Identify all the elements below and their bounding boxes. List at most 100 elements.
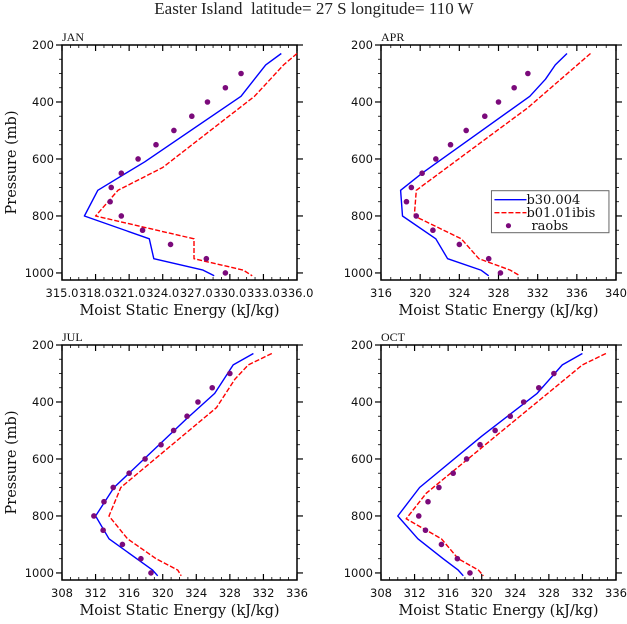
y-tick-label: 1000 (25, 566, 54, 580)
panel-oct: OCT 308 312 316 320 324 328 332 336 200 400 600 800 1… (344, 330, 627, 619)
x-axis-label: Moist Static Energy (kJ/kg) (398, 603, 598, 619)
raobs-point (184, 413, 190, 420)
raobs-point (433, 156, 439, 162)
x-tick-label: 340 (605, 286, 627, 300)
y-tick-label: 800 (32, 509, 54, 523)
panel-title: OCT (381, 330, 406, 344)
raobs-point (108, 184, 115, 191)
y-axis-label: Pressure (mb) (4, 411, 20, 515)
raobs-point (107, 198, 113, 205)
raobs-point (403, 198, 410, 205)
raobs-point (492, 427, 498, 434)
raobs-point (456, 241, 463, 248)
raobs-point (167, 241, 174, 248)
x-tick-label: 316 (118, 586, 140, 600)
raobs-point (158, 441, 164, 448)
raobs-point (495, 99, 502, 105)
raobs-point (481, 113, 488, 120)
y-tick-label: 200 (351, 338, 373, 352)
raobs-point (447, 141, 454, 148)
x-axis-label: Moist Static Energy (kJ/kg) (398, 303, 598, 319)
plot-frame (380, 44, 617, 281)
raobs-point (485, 255, 492, 262)
x-tick-label: 333.0 (247, 286, 280, 300)
series-b01-01ibis-line (405, 352, 607, 577)
x-tick-label: 308 (51, 586, 73, 600)
raobs-point (222, 270, 229, 276)
raobs-point (139, 227, 146, 234)
x-tick-label: 321.0 (113, 286, 146, 300)
x-tick-label: 324 (448, 286, 470, 300)
panel-title: APR (381, 30, 404, 44)
plot-frame (61, 344, 298, 581)
y-tick-label: 400 (351, 95, 373, 109)
raobs-point (91, 513, 97, 519)
x-tick-label: 330.0 (213, 286, 246, 300)
series-b30-004-line (94, 352, 254, 577)
y-tick-label: 200 (32, 338, 54, 352)
raobs-point (153, 141, 159, 148)
y-tick-label: 600 (351, 452, 373, 466)
panel-title: JAN (62, 30, 84, 44)
x-tick-label: 336 (286, 586, 308, 600)
raobs-point (135, 156, 141, 162)
legend-marker-raobs (505, 223, 512, 229)
x-axis-label: Moist Static Energy (kJ/kg) (79, 303, 279, 319)
y-tick-label: 200 (32, 38, 54, 52)
raobs-point (119, 541, 126, 548)
x-axis-label: Moist Static Energy (kJ/kg) (79, 603, 279, 619)
panel-title: JUL (62, 330, 83, 344)
x-tick-label: 324.0 (146, 286, 179, 300)
raobs-point (203, 255, 210, 262)
raobs-point (463, 127, 469, 134)
raobs-point (467, 570, 473, 576)
legend-label: b30.004 (526, 193, 580, 208)
raobs-point (454, 555, 461, 562)
raobs-point (101, 498, 107, 505)
raobs-point (422, 527, 429, 534)
y-tick-label: 800 (351, 509, 373, 523)
raobs-point (413, 213, 420, 219)
x-tick-label: 328 (488, 286, 510, 300)
raobs-point (450, 470, 456, 477)
panel-jan: JAN 315.0 318.0 321.0 324.0 327.0 330.0 333.0 33… (4, 30, 313, 319)
x-tick-label: 316 (437, 586, 459, 600)
x-tick-label: 324 (185, 586, 207, 600)
x-tick-label: 328 (538, 586, 560, 600)
raobs-point (520, 399, 527, 405)
figure-title: Easter Island latitude= 27 S longitude= … (154, 0, 474, 18)
y-tick-label: 400 (32, 95, 54, 109)
raobs-point (110, 484, 116, 491)
raobs-point (507, 413, 514, 420)
legend-label: raobs (531, 219, 568, 234)
raobs-point (425, 498, 431, 505)
y-tick-label: 400 (32, 395, 54, 409)
raobs-point (463, 456, 470, 462)
x-tick-label: 318.0 (79, 286, 112, 300)
panel-jul: JUL 308 312 316 320 324 328 332 336 200 400 600 800 1… (4, 330, 308, 619)
raobs-point (138, 555, 144, 562)
raobs-point (408, 184, 415, 191)
raobs-point (142, 456, 148, 462)
x-tick-label: 332 (252, 586, 274, 600)
x-tick-label: 324 (504, 586, 526, 600)
series-b30-004-line (399, 52, 568, 277)
x-tick-label: 316 (370, 286, 392, 300)
legend-label: b01.01ibis (526, 206, 595, 221)
raobs-point (100, 527, 106, 534)
raobs-point (170, 427, 177, 434)
y-tick-label: 200 (351, 38, 373, 52)
raobs-point (436, 484, 442, 491)
x-tick-label: 320 (471, 586, 493, 600)
raobs-point (148, 570, 154, 576)
raobs-point (419, 170, 425, 177)
plot-frame (380, 344, 617, 581)
raobs-point (430, 227, 436, 234)
y-tick-label: 1000 (25, 266, 54, 280)
x-tick-label: 312 (404, 586, 426, 600)
series-b01-01ibis-line (94, 52, 298, 277)
x-tick-label: 332 (571, 586, 593, 600)
raobs-point (195, 399, 201, 405)
